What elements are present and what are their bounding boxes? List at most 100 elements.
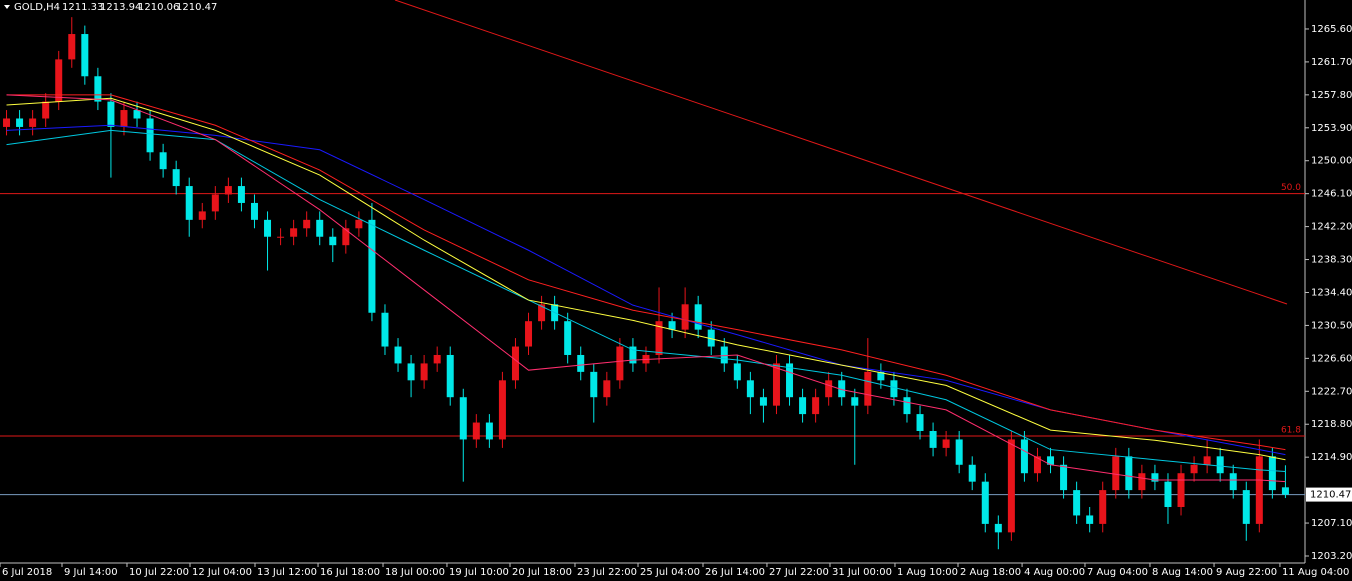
candle-body	[681, 304, 689, 330]
candle-body	[1190, 464, 1198, 474]
y-tick-label: 1230.50	[1311, 320, 1352, 331]
candle-body	[1255, 456, 1263, 524]
x-tick-label: 31 Jul 00:00	[832, 567, 892, 578]
moving-average	[6, 97, 1286, 461]
moving-average	[6, 94, 1286, 451]
x-tick-label: 26 Jul 14:00	[705, 567, 765, 578]
header-low: 1210.06	[138, 2, 179, 13]
candle-body	[1007, 439, 1015, 533]
candle-body	[1112, 456, 1120, 491]
y-tick-label: 1261.70	[1311, 57, 1352, 68]
candle-body	[955, 439, 963, 465]
candle-body	[1164, 481, 1172, 508]
header-open: 1211.33	[62, 2, 103, 13]
candle-body	[812, 397, 820, 415]
price-label: 1210.47	[1310, 490, 1351, 501]
fib-label: 50.0	[1281, 183, 1301, 193]
candle-body	[264, 219, 272, 237]
candle-body	[864, 371, 872, 406]
candle-body	[407, 363, 415, 381]
candle-body	[916, 414, 924, 431]
y-tick-label: 1250.00	[1311, 156, 1352, 167]
y-tick-label: 1214.90	[1311, 452, 1352, 463]
candle-body	[146, 118, 154, 153]
candle-body	[629, 346, 637, 364]
header-close: 1210.47	[176, 2, 217, 13]
candle-body	[772, 363, 780, 406]
trendline	[394, 0, 1288, 305]
y-tick-label: 1222.70	[1311, 386, 1352, 397]
candle-body	[1203, 456, 1211, 465]
candle-body	[303, 219, 311, 229]
y-tick-label: 1203.20	[1311, 551, 1352, 562]
candle-body	[237, 186, 245, 203]
candle-body	[16, 118, 24, 127]
candle-body	[185, 186, 193, 220]
candle-body	[903, 397, 911, 415]
candle-body	[329, 236, 337, 246]
candle-body	[786, 363, 794, 398]
y-tick-label: 1234.40	[1311, 287, 1352, 298]
x-tick-label: 10 Jul 22:00	[129, 567, 189, 578]
moving-average	[6, 129, 1286, 473]
candle-body	[603, 380, 611, 398]
candle-body	[42, 101, 50, 119]
candle-body	[1268, 456, 1276, 491]
candle-body	[211, 194, 219, 212]
x-tick-label: 18 Jul 00:00	[385, 567, 445, 578]
candle-body	[120, 110, 128, 127]
candle-body	[459, 397, 467, 440]
fib-label: 61.8	[1281, 426, 1301, 436]
candle-body	[1281, 487, 1289, 495]
candle-body	[877, 371, 885, 381]
header-high: 1213.94	[100, 2, 141, 13]
candle-body	[420, 363, 428, 381]
x-tick-label: 4 Aug 00:00	[1024, 567, 1085, 578]
candle-body	[668, 321, 676, 330]
candle-body	[107, 101, 115, 127]
candle-body	[316, 219, 324, 237]
x-tick-label: 2 Aug 18:00	[960, 567, 1021, 578]
candle-body	[1033, 456, 1041, 474]
candle-body	[68, 34, 76, 60]
candle-body	[1151, 473, 1159, 482]
candle-body	[1086, 515, 1094, 524]
candle-body	[1047, 456, 1055, 465]
candle-body	[511, 346, 519, 381]
x-tick-label: 13 Jul 12:00	[257, 567, 317, 578]
candle-body	[1125, 456, 1133, 491]
candle-body	[355, 219, 363, 229]
moving-average	[6, 94, 1286, 483]
x-tick-label: 1 Aug 10:00	[897, 567, 958, 578]
candle-body	[498, 380, 506, 440]
candle-body	[250, 202, 258, 220]
candle-body	[694, 304, 702, 330]
candle-body	[433, 354, 441, 364]
candle-body	[172, 169, 180, 187]
candle-body	[472, 422, 480, 440]
candle-body	[929, 430, 937, 448]
candle-body	[368, 219, 376, 313]
candle-body	[394, 346, 402, 364]
candle-body	[759, 397, 767, 406]
candle-body	[1060, 464, 1068, 491]
candle-body	[616, 346, 624, 381]
x-tick-label: 25 Jul 04:00	[640, 567, 700, 578]
candle-body	[994, 523, 1002, 533]
candle-body	[525, 321, 533, 347]
x-tick-label: 27 Jul 22:00	[769, 567, 829, 578]
x-tick-label: 11 Aug 04:00	[1282, 567, 1349, 578]
y-tick-label: 1218.80	[1311, 419, 1352, 430]
candle-body	[838, 380, 846, 398]
candle-body	[1099, 490, 1107, 524]
candle-body	[224, 186, 232, 195]
x-tick-label: 23 Jul 22:00	[577, 567, 637, 578]
header-arrow	[4, 5, 10, 9]
x-tick-label: 20 Jul 18:00	[512, 567, 572, 578]
y-tick-label: 1257.80	[1311, 90, 1352, 101]
candle-body	[485, 422, 493, 440]
candle-body	[381, 312, 389, 347]
candle-body	[981, 481, 989, 524]
y-tick-label: 1226.60	[1311, 353, 1352, 364]
